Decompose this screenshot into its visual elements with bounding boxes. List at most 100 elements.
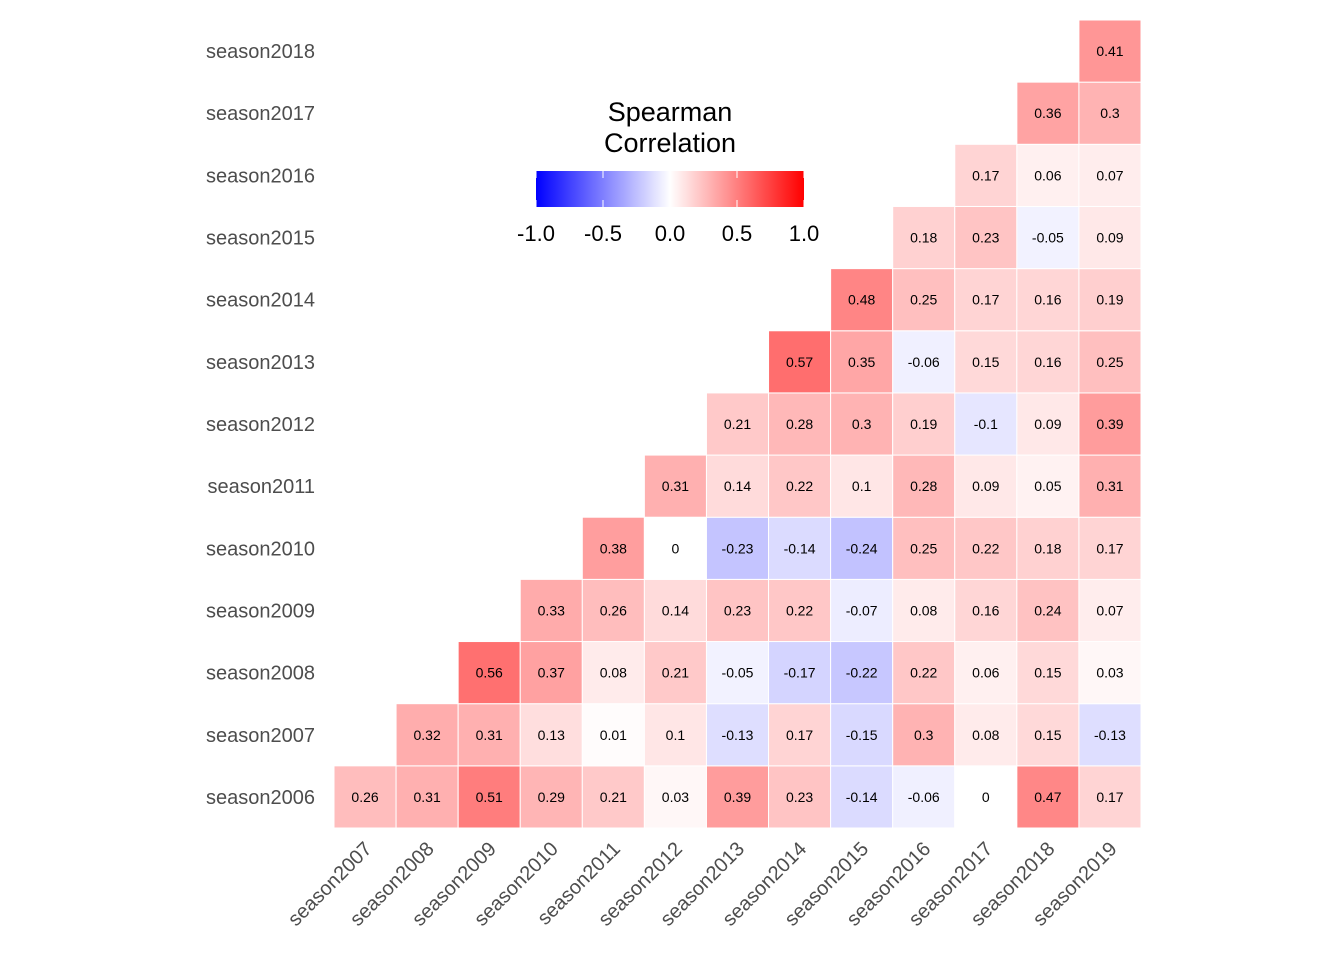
cell-value-label: 0.08 xyxy=(910,602,937,618)
cell-value-label: 0.05 xyxy=(1034,478,1061,494)
cell-value-label: 0.56 xyxy=(476,665,503,681)
heatmap-cell-season2017-season2019 xyxy=(1078,81,1142,145)
heatmap-cell-season2009-season2015 xyxy=(830,578,894,643)
y-tick-label-season2012: season2012 xyxy=(206,414,315,436)
cell-value-label: 0.09 xyxy=(972,478,999,494)
cell-value-label: 0.57 xyxy=(786,354,813,370)
heatmap-cell-season2016-season2017 xyxy=(954,143,1018,207)
x-axis-ticks: season2007season2008season2009season2010… xyxy=(284,838,1122,931)
cell-value-label: 0.39 xyxy=(724,789,751,805)
heatmap-cell-season2011-season2012 xyxy=(643,454,707,518)
cell-value-label: 0.06 xyxy=(972,665,999,681)
cell-value-label: 0.08 xyxy=(600,665,627,681)
cell-value-label: 0.47 xyxy=(1034,789,1061,805)
cell-value-label: 0.18 xyxy=(910,230,937,246)
cell-value-label: 0.24 xyxy=(1034,602,1061,618)
cell-value-label: 0.17 xyxy=(1096,540,1123,556)
cell-value-label: -0.05 xyxy=(1032,230,1064,246)
heatmap-cell-season2012-season2017 xyxy=(954,392,1018,456)
cell-value-label: 0.21 xyxy=(662,665,689,681)
cell-value-label: 0.28 xyxy=(910,478,937,494)
heatmap-cell-season2012-season2019 xyxy=(1078,392,1142,456)
cell-value-label: 0.31 xyxy=(476,727,503,743)
heatmap-cell-season2009-season2010 xyxy=(519,578,583,643)
y-tick-label-season2006: season2006 xyxy=(206,787,315,809)
heatmap-cell-season2008-season2012 xyxy=(643,641,707,705)
heatmap-cell-season2017-season2018 xyxy=(1016,81,1080,145)
heatmap-cell-season2011-season2016 xyxy=(892,454,956,518)
cell-value-label: 0.07 xyxy=(1096,167,1123,183)
cell-value-label: -0.24 xyxy=(846,540,878,556)
legend-tick-label: 1.0 xyxy=(789,221,820,246)
heatmap-cell-season2012-season2018 xyxy=(1016,392,1080,456)
cell-value-label: -0.13 xyxy=(1094,727,1126,743)
cell-value-label: 0.37 xyxy=(538,665,565,681)
heatmap-cell-season2010-season2017 xyxy=(954,516,1018,580)
heatmap-cell-season2010-season2019 xyxy=(1078,516,1142,580)
heatmap-cell-season2006-season2012 xyxy=(643,765,707,829)
heatmap-cell-season2009-season2018 xyxy=(1016,578,1080,643)
heatmap-cell-season2014-season2017 xyxy=(954,268,1018,332)
heatmap-cell-season2008-season2011 xyxy=(581,641,645,705)
heatmap-cell-season2015-season2017 xyxy=(954,205,1018,270)
heatmap-cell-season2010-season2014 xyxy=(768,516,832,580)
cell-value-label: 0.25 xyxy=(910,540,937,556)
heatmap-cell-season2011-season2014 xyxy=(768,454,832,518)
legend-tick-label: 0.0 xyxy=(655,221,686,246)
cell-value-label: 0.1 xyxy=(666,727,686,743)
y-tick-label-season2008: season2008 xyxy=(206,663,315,685)
cell-value-label: -0.22 xyxy=(846,665,878,681)
cell-value-label: 0.25 xyxy=(1096,354,1123,370)
heatmap-cell-season2011-season2018 xyxy=(1016,454,1080,518)
heatmap-cell-season2007-season2015 xyxy=(830,703,894,767)
heatmap-cell-season2006-season2011 xyxy=(581,765,645,829)
cell-value-label: 0 xyxy=(672,540,680,556)
heatmap-cell-season2007-season2011 xyxy=(581,703,645,767)
legend-ticks: -1.0 -0.5 0.0 0.5 1.0 xyxy=(517,171,819,246)
cell-value-label: 0.18 xyxy=(1034,540,1061,556)
heatmap-cell-season2010-season2011 xyxy=(581,516,645,580)
heatmap-cell-season2006-season2013 xyxy=(705,765,770,829)
heatmap-cell-season2009-season2011 xyxy=(581,578,645,643)
cell-value-label: 0.21 xyxy=(724,416,751,432)
cell-value-label: 0.13 xyxy=(538,727,565,743)
heatmap-cell-season2007-season2008 xyxy=(395,703,459,767)
cell-value-label: 0.39 xyxy=(1096,416,1123,432)
y-tick-label-season2018: season2018 xyxy=(206,41,315,63)
cell-value-label: -0.23 xyxy=(722,540,754,556)
cell-value-label: -0.06 xyxy=(908,354,940,370)
heatmap-cell-season2013-season2019 xyxy=(1078,330,1142,394)
cell-value-label: 0.3 xyxy=(914,727,934,743)
heatmap-cell-season2006-season2016 xyxy=(892,765,956,829)
heatmap-cell-season2009-season2013 xyxy=(705,578,770,643)
heatmap-cell-season2006-season2018 xyxy=(1016,765,1080,829)
cell-value-label: 0.03 xyxy=(1096,665,1123,681)
y-tick-label-season2010: season2010 xyxy=(206,538,315,560)
cell-value-label: 0.23 xyxy=(724,602,751,618)
cell-value-label: -0.17 xyxy=(784,665,816,681)
cell-value-label: 0.15 xyxy=(1034,665,1061,681)
cell-value-label: 0.28 xyxy=(786,416,813,432)
cell-value-label: 0.3 xyxy=(852,416,872,432)
cell-value-label: -0.06 xyxy=(908,789,940,805)
cell-value-label: 0.19 xyxy=(910,416,937,432)
heatmap-cell-season2011-season2013 xyxy=(705,454,770,518)
cell-value-label: 0.19 xyxy=(1096,292,1123,308)
y-tick-label-season2017: season2017 xyxy=(206,103,315,125)
cell-value-label: 0.31 xyxy=(662,478,689,494)
cell-value-label: 0.22 xyxy=(786,478,813,494)
cell-value-label: 0.29 xyxy=(538,789,565,805)
cell-value-label: 0.01 xyxy=(600,727,627,743)
cell-value-label: 0.22 xyxy=(910,665,937,681)
cell-value-label: 0.38 xyxy=(600,540,627,556)
heatmap-cell-season2010-season2012 xyxy=(643,516,707,580)
cell-value-label: 0.25 xyxy=(910,292,937,308)
cell-value-label: 0.14 xyxy=(662,602,689,618)
heatmap-cell-season2015-season2018 xyxy=(1016,205,1080,270)
heatmap-cell-season2013-season2016 xyxy=(892,330,956,394)
cell-value-label: 0.17 xyxy=(972,292,999,308)
cell-value-label: 0.16 xyxy=(1034,292,1061,308)
heatmap-cell-season2013-season2017 xyxy=(954,330,1018,394)
y-tick-label-season2009: season2009 xyxy=(206,600,315,622)
cell-value-label: 0.15 xyxy=(1034,727,1061,743)
